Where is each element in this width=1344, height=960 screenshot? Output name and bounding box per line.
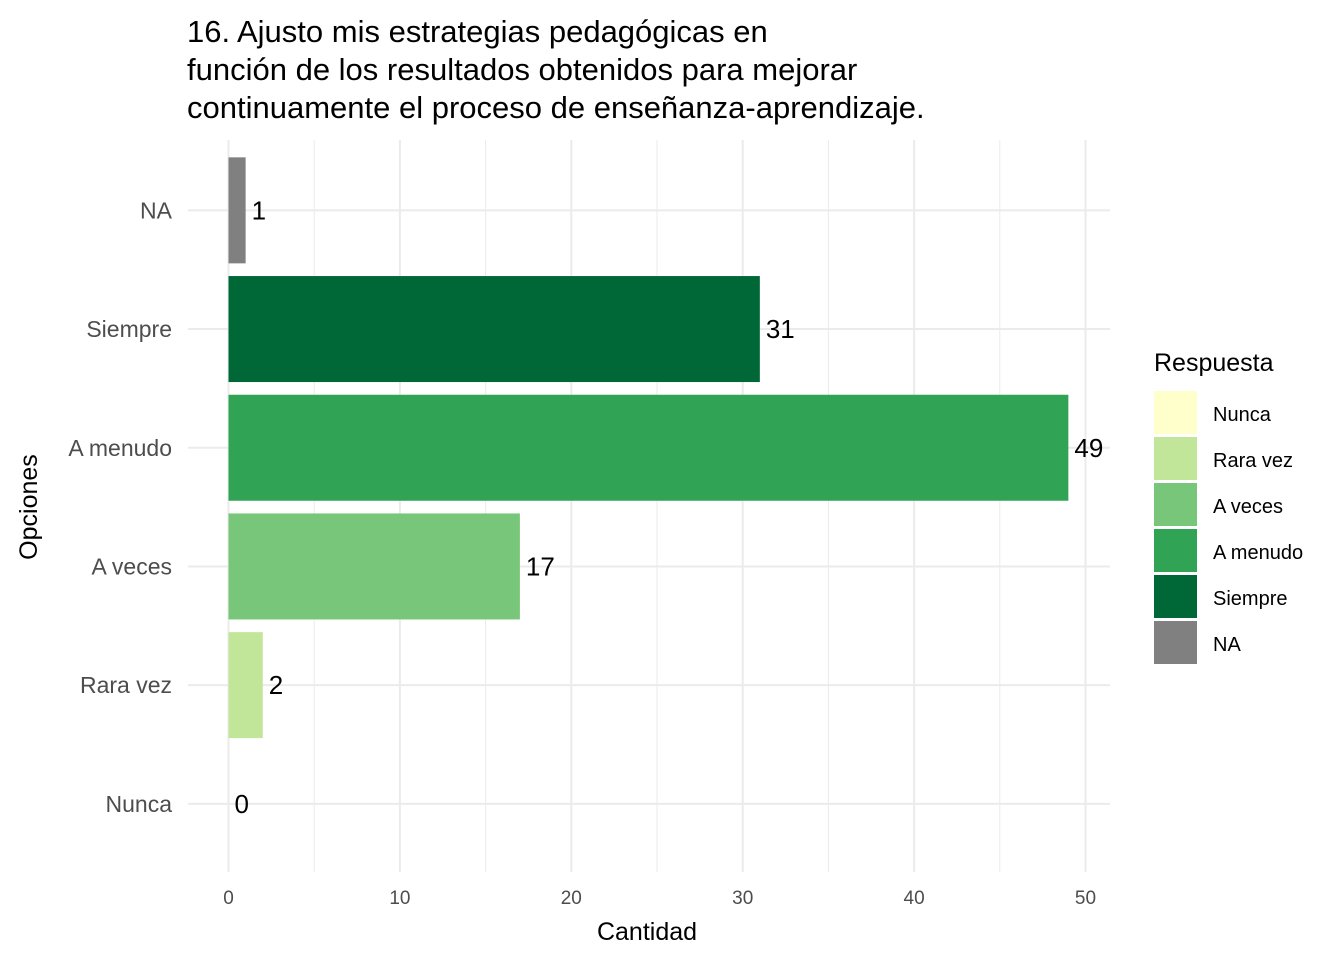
x-axis-title: Cantidad	[597, 918, 697, 946]
x-tick-label: 10	[389, 888, 410, 909]
data-label-a-veces: 17	[526, 551, 555, 581]
x-axis-ticks: 0 10 20 30 40 50	[223, 888, 1096, 909]
title-line: función de los resultados obtenidos para…	[187, 52, 857, 87]
legend-label-a-menudo: A menudo	[1213, 542, 1303, 564]
bar-na	[228, 157, 246, 264]
legend-title: Respuesta	[1154, 349, 1274, 377]
data-label-na: 1	[252, 195, 266, 225]
grid	[188, 140, 1110, 872]
data-label-a-menudo: 49	[1074, 433, 1103, 463]
legend-swatch-a-menudo	[1154, 529, 1197, 572]
y-tick-label-a-menudo: A menudo	[68, 435, 172, 461]
legend: Respuesta Nunca Rara vez A veces A menudo Si…	[1154, 349, 1303, 664]
y-tick-label-rara-vez: Rara vez	[80, 672, 172, 698]
legend-swatch-rara-vez	[1154, 437, 1197, 480]
bar-rara-vez	[228, 632, 263, 739]
y-tick-label-a-veces: A veces	[91, 553, 172, 579]
bars	[228, 157, 1069, 739]
legend-label-rara-vez: Rara vez	[1213, 450, 1293, 472]
x-tick-label: 0	[223, 888, 234, 909]
y-tick-label-na: NA	[140, 197, 173, 223]
title-line: continuamente el proceso de enseñanza-ap…	[187, 90, 925, 125]
y-tick-label-nunca: Nunca	[106, 791, 173, 817]
x-tick-label: 50	[1075, 888, 1096, 909]
x-tick-label: 40	[904, 888, 925, 909]
x-tick-label: 20	[561, 888, 582, 909]
legend-label-siempre: Siempre	[1213, 588, 1287, 610]
x-tick-label: 30	[732, 888, 753, 909]
legend-label-na: NA	[1213, 634, 1241, 656]
y-tick-label-siempre: Siempre	[86, 316, 172, 342]
bar-a-menudo	[228, 394, 1069, 501]
data-label-nunca: 0	[235, 789, 249, 819]
chart-title: 16. Ajusto mis estrategias pedagógicas e…	[187, 14, 925, 125]
bar-a-veces	[228, 513, 520, 620]
legend-swatch-nunca	[1154, 391, 1197, 434]
y-axis-title: Opciones	[15, 454, 43, 560]
legend-swatch-na	[1154, 621, 1197, 664]
y-axis-categories: Nunca Rara vez A veces A menudo Siempre NA	[68, 197, 173, 817]
legend-swatch-siempre	[1154, 575, 1197, 618]
data-label-siempre: 31	[766, 314, 795, 344]
bar-siempre	[228, 276, 760, 383]
data-labels: 0 2 17 49 31 1	[235, 195, 1104, 819]
legend-label-nunca: Nunca	[1213, 404, 1272, 426]
data-label-rara-vez: 2	[269, 670, 283, 700]
legend-swatch-a-veces	[1154, 483, 1197, 526]
legend-label-a-veces: A veces	[1213, 496, 1283, 518]
title-line: 16. Ajusto mis estrategias pedagógicas e…	[187, 14, 768, 49]
